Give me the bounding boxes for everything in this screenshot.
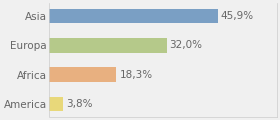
Text: 18,3%: 18,3% [119,70,153,80]
Bar [49,97,63,111]
Bar [49,38,167,53]
Text: 3,8%: 3,8% [66,99,93,109]
Bar [49,9,218,23]
Text: 45,9%: 45,9% [220,11,254,21]
Text: 32,0%: 32,0% [170,40,202,50]
Bar [49,67,116,82]
